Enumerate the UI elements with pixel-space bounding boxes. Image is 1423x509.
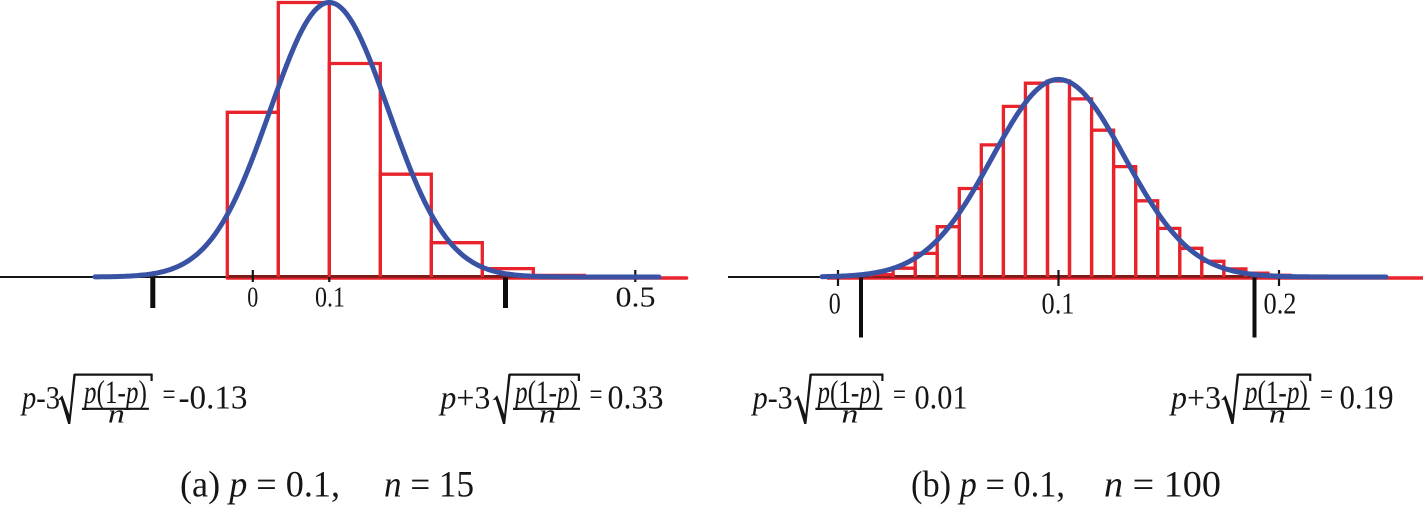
svg-text:p+3: p+3 [1169,380,1221,416]
svg-text:p(1-p): p(1-p) [82,375,147,411]
svg-text:-0.13: -0.13 [179,379,248,416]
svg-text:n = 15: n = 15 [384,465,474,506]
svg-text:0.1: 0.1 [1042,286,1075,321]
svg-text:n: n [108,400,125,429]
svg-text:0.5: 0.5 [616,283,656,314]
svg-text:0.19: 0.19 [1340,379,1394,416]
svg-text:n: n [1269,400,1286,429]
svg-text:0: 0 [829,286,841,321]
svg-text:0: 0 [247,283,258,314]
svg-text:(a) p = 0.1,: (a) p = 0.1, [180,465,340,506]
svg-text:p(1-p): p(1-p) [513,375,578,411]
svg-text:0.1: 0.1 [315,283,345,314]
svg-text:p(1-p): p(1-p) [1243,375,1308,411]
svg-text:=: = [590,378,603,411]
svg-text:0.01: 0.01 [915,379,968,416]
svg-text:p-3: p-3 [20,380,60,416]
svg-text:0.2: 0.2 [1264,286,1297,321]
svg-text:p-3: p-3 [751,380,793,416]
svg-text:=: = [163,378,176,411]
svg-text:=: = [893,378,906,411]
svg-text:0.33: 0.33 [608,379,664,416]
svg-text:n: n [539,400,556,429]
svg-text:p(1-p): p(1-p) [816,375,881,411]
svg-text:n: n [841,400,858,429]
svg-text:p+3: p+3 [438,380,490,416]
svg-text:(b) p = 0.1,: (b) p = 0.1, [911,465,1065,506]
svg-text:n = 100: n = 100 [1104,465,1221,506]
svg-text:=: = [1320,378,1333,411]
